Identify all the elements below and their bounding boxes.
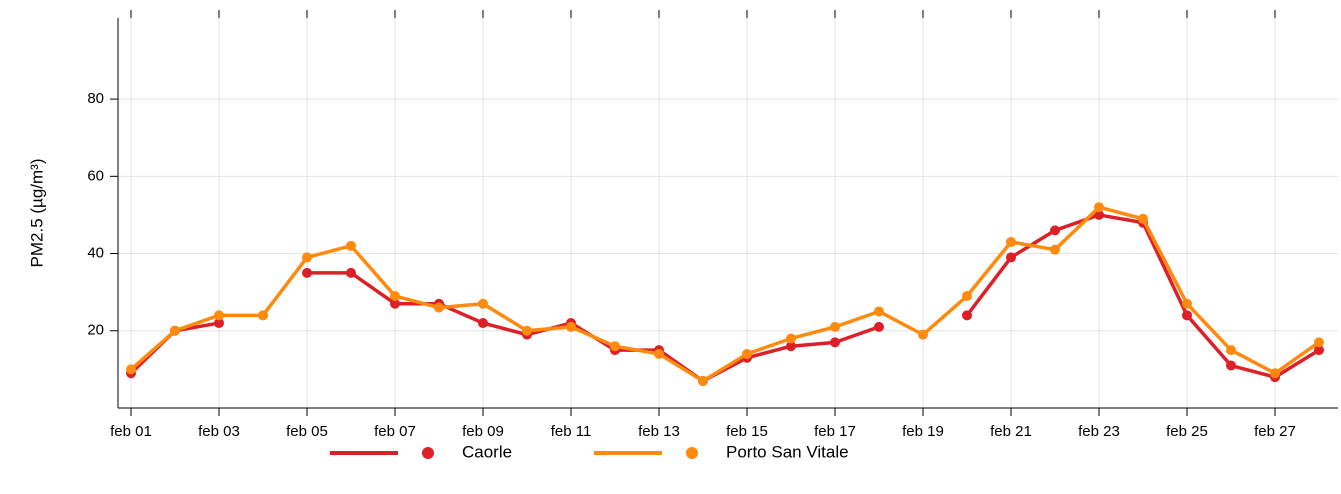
data-point bbox=[214, 318, 224, 329]
data-point bbox=[610, 341, 620, 352]
data-point bbox=[390, 291, 400, 302]
x-tick-label: feb 01 bbox=[110, 423, 152, 440]
legend-text: Caorle bbox=[462, 442, 512, 461]
y-tick-label: 80 bbox=[87, 90, 104, 107]
data-point bbox=[1182, 310, 1192, 321]
data-point bbox=[742, 348, 752, 359]
x-tick-label: feb 17 bbox=[814, 423, 856, 440]
data-point bbox=[478, 318, 488, 329]
data-point bbox=[698, 375, 708, 386]
data-point bbox=[1006, 252, 1016, 263]
data-point bbox=[1006, 236, 1016, 247]
data-point bbox=[830, 321, 840, 332]
data-point bbox=[302, 267, 312, 278]
data-point bbox=[874, 321, 884, 332]
x-tick-label: feb 11 bbox=[551, 423, 592, 440]
data-point bbox=[214, 310, 224, 321]
data-point bbox=[786, 333, 796, 344]
y-tick-label: 20 bbox=[87, 322, 104, 339]
x-tick-label: feb 13 bbox=[638, 423, 680, 440]
data-point bbox=[962, 291, 972, 302]
x-tick-label: feb 05 bbox=[286, 423, 328, 440]
legend-marker bbox=[686, 447, 698, 459]
data-point bbox=[918, 329, 928, 340]
x-tick-label: feb 23 bbox=[1078, 423, 1120, 440]
data-point bbox=[566, 321, 576, 332]
data-point bbox=[346, 240, 356, 251]
x-tick-label: feb 21 bbox=[990, 423, 1032, 440]
data-point bbox=[830, 337, 840, 348]
x-tick-label: feb 03 bbox=[198, 423, 240, 440]
data-point bbox=[786, 341, 796, 352]
x-tick-label: feb 27 bbox=[1254, 423, 1296, 440]
y-tick-label: 60 bbox=[87, 167, 104, 184]
x-tick-label: feb 07 bbox=[374, 423, 416, 440]
data-point bbox=[258, 310, 268, 321]
legend-text: Porto San Vitale bbox=[726, 442, 849, 461]
data-point bbox=[1138, 213, 1148, 224]
data-point bbox=[1050, 225, 1060, 236]
y-tick-label: 40 bbox=[87, 245, 104, 262]
data-point bbox=[170, 325, 180, 336]
data-point bbox=[1314, 345, 1324, 356]
data-point bbox=[390, 298, 400, 309]
data-point bbox=[1226, 345, 1236, 356]
data-point bbox=[1050, 244, 1060, 255]
data-point bbox=[1314, 337, 1324, 348]
series-line bbox=[129, 213, 1320, 383]
x-tick-label: feb 15 bbox=[726, 423, 768, 440]
data-point bbox=[478, 298, 488, 309]
series-line bbox=[129, 205, 1321, 383]
x-tick-label: feb 09 bbox=[462, 423, 504, 440]
data-point bbox=[874, 306, 884, 317]
y-axis-label: PM2.5 (µg/m³) bbox=[27, 159, 46, 268]
x-tick-label: feb 19 bbox=[902, 423, 944, 440]
data-point bbox=[1094, 202, 1104, 213]
x-tick-label: feb 25 bbox=[1166, 423, 1208, 440]
data-point bbox=[302, 252, 312, 263]
data-point bbox=[434, 302, 444, 313]
data-point bbox=[1270, 368, 1280, 379]
legend-marker bbox=[422, 447, 434, 459]
data-point bbox=[1094, 209, 1104, 220]
data-point bbox=[522, 325, 532, 336]
data-point bbox=[1182, 298, 1192, 309]
data-point bbox=[126, 364, 136, 375]
data-point bbox=[962, 310, 972, 321]
data-point bbox=[346, 267, 356, 278]
data-point bbox=[654, 348, 664, 359]
data-point bbox=[1226, 360, 1236, 371]
